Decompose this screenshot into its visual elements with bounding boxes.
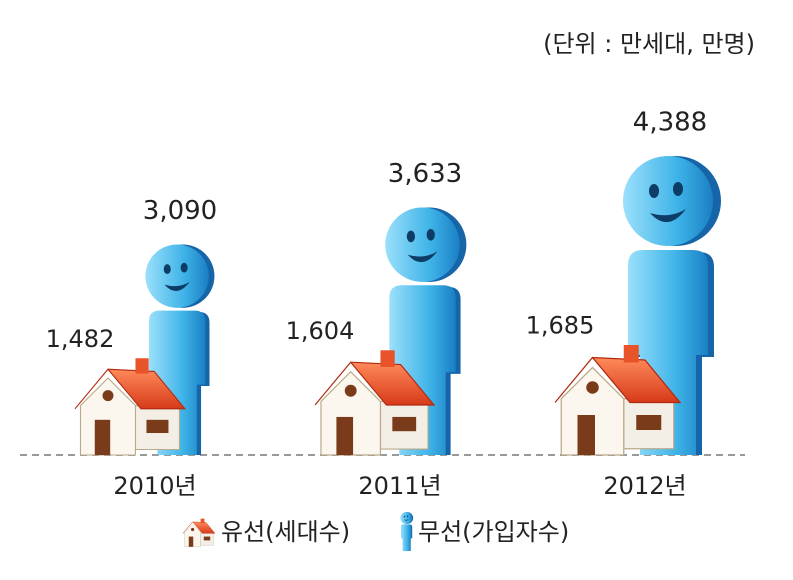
person-mark (623, 156, 721, 455)
value-label: 4,388 (633, 108, 707, 138)
mouth (407, 251, 438, 263)
eye (406, 515, 409, 518)
window (392, 416, 417, 432)
eye (406, 230, 416, 243)
person-body (401, 524, 412, 551)
house-mark (74, 358, 187, 456)
value-label: 1,482 (46, 325, 115, 353)
mouth (164, 281, 190, 291)
house-front (320, 370, 382, 456)
window (636, 415, 662, 430)
window (191, 527, 195, 532)
x-tick-label: 2011년 (358, 472, 441, 500)
chimney (135, 358, 149, 374)
house-front (184, 524, 201, 547)
value-label: 3,090 (143, 196, 217, 226)
roof (314, 361, 436, 406)
eye (673, 182, 683, 196)
person-head (623, 156, 713, 246)
mouth (650, 209, 686, 223)
house-front (79, 377, 137, 456)
value-label: 3,633 (388, 159, 462, 189)
legend-label: 유선(세대수) (221, 518, 350, 546)
chimney (200, 518, 205, 524)
eye (180, 262, 188, 273)
eye (426, 228, 435, 241)
house-mark (554, 345, 682, 456)
roof (554, 356, 682, 404)
eye (403, 515, 406, 518)
person-head (400, 512, 413, 524)
door (188, 536, 194, 547)
eye (163, 264, 171, 275)
unit-note: (단위 : 만세대, 만명) (543, 30, 755, 58)
window (344, 384, 357, 397)
legend-person-icon (400, 512, 414, 551)
window (146, 419, 169, 434)
legend-label: 무선(가입자수) (418, 518, 569, 546)
roof (74, 368, 187, 410)
value-label: 1,604 (286, 317, 355, 345)
legend-house-icon (182, 518, 216, 547)
window (102, 390, 114, 402)
door (577, 415, 595, 455)
door (336, 416, 354, 455)
mouth (403, 519, 409, 521)
house-mark (314, 350, 436, 456)
chimney (380, 350, 395, 367)
window (586, 381, 599, 394)
person-head (385, 207, 460, 282)
x-tick-label: 2010년 (113, 472, 196, 500)
eye (649, 184, 659, 198)
door (94, 419, 111, 455)
window (203, 536, 211, 541)
house-front (560, 366, 625, 456)
chimney (623, 345, 639, 363)
person-head (145, 244, 209, 308)
roof (182, 521, 216, 534)
value-label: 1,685 (526, 312, 595, 340)
x-tick-label: 2012년 (603, 472, 686, 500)
